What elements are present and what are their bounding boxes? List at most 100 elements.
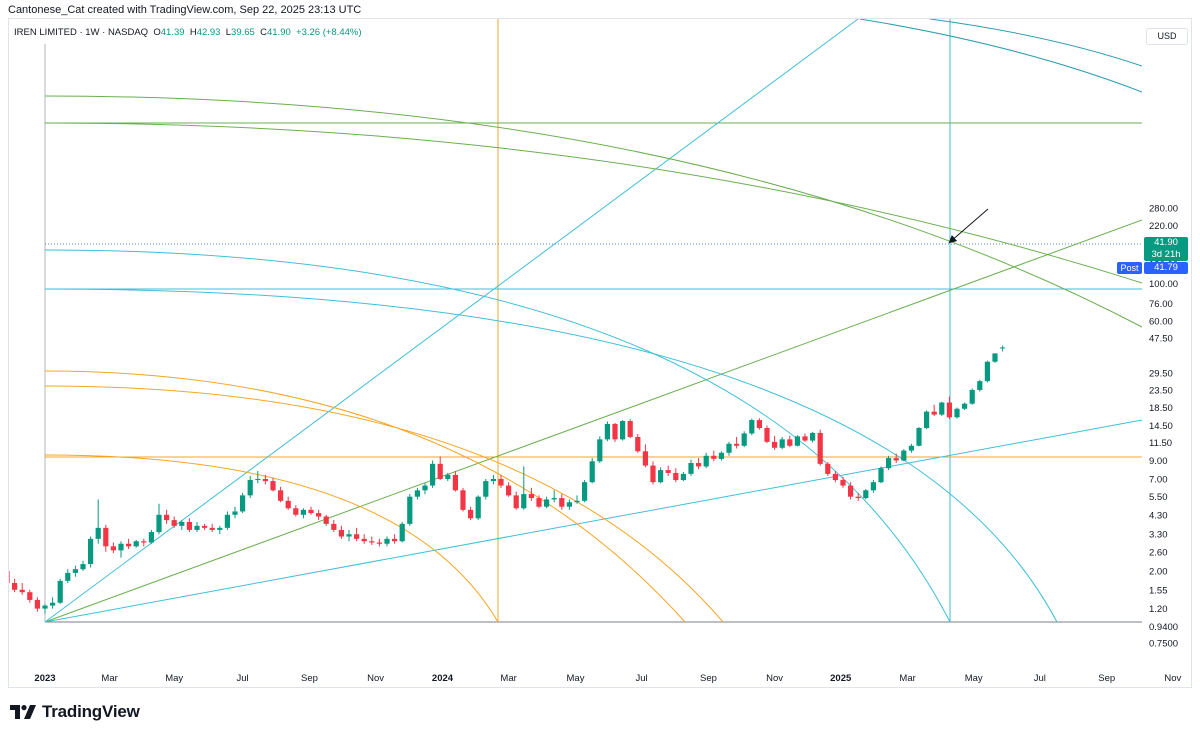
candle-body — [156, 514, 162, 533]
candle-body — [764, 428, 770, 442]
price-tick-label: 23.50 — [1149, 385, 1173, 396]
fan-line-mid — [44, 219, 1142, 623]
candle-body — [544, 499, 550, 507]
price-tick-label: 14.50 — [1149, 421, 1173, 432]
candle-body — [224, 514, 230, 528]
candle-body — [734, 443, 740, 446]
legend-close-label: C — [260, 27, 267, 38]
time-tick-label: Jul — [1034, 673, 1046, 684]
candle-body — [179, 521, 185, 526]
candle-body — [232, 511, 238, 515]
candle-body — [9, 571, 10, 583]
time-tick-label: Mar — [899, 673, 915, 684]
candle-body — [802, 436, 808, 441]
candle-body — [962, 403, 968, 409]
candle-body — [468, 509, 474, 519]
legend-close: 41.90 — [266, 27, 291, 38]
candle-body — [34, 599, 40, 609]
price-tick-label: 2.00 — [1149, 567, 1168, 578]
time-tick-label: Nov — [1164, 673, 1181, 684]
candle-body — [80, 564, 86, 570]
price-tick-label: 220.00 — [1149, 221, 1178, 232]
time-tick-label: May — [165, 673, 183, 684]
footer-brand[interactable]: TradingView — [10, 702, 140, 722]
candle-body — [407, 496, 413, 524]
fan-line-steep — [44, 19, 859, 623]
candle-body — [323, 516, 329, 524]
bar-countdown: 3d 21h — [1151, 249, 1181, 260]
candle-body — [392, 538, 398, 542]
candle-body — [886, 458, 892, 469]
candle-body — [1000, 347, 1006, 349]
candle-body — [817, 432, 823, 464]
brand-name: TradingView — [42, 702, 140, 721]
candle-body — [240, 495, 246, 512]
candle-body — [627, 421, 633, 437]
time-tick-label: 2023 — [34, 673, 55, 684]
annotation-arrow[interactable] — [948, 208, 989, 244]
candle-body — [665, 470, 671, 473]
time-tick-label: Sep — [700, 673, 717, 684]
time-tick-label: Jul — [237, 673, 249, 684]
candle-body — [498, 478, 504, 486]
chart-frame — [8, 18, 1192, 688]
fan-line-low — [44, 419, 1142, 623]
time-tick-label: Nov — [367, 673, 384, 684]
price-tick-label: 1.55 — [1149, 585, 1168, 596]
legend-symbol: IREN LIMITED · 1W · NASDAQ — [14, 27, 149, 38]
candle-body — [430, 463, 436, 486]
candle-body — [331, 523, 337, 530]
candle-body — [445, 474, 451, 479]
price-tick-label: 100.00 — [1149, 279, 1178, 290]
candle-body — [870, 482, 876, 491]
candle-body — [566, 502, 572, 507]
post-market-label: Post — [1117, 262, 1142, 274]
price-tick-label: 18.50 — [1149, 403, 1173, 414]
candle-body — [278, 490, 284, 501]
candle-body — [893, 458, 899, 461]
candle-body — [574, 500, 580, 503]
candle-body — [711, 455, 717, 459]
candle-body — [19, 589, 25, 593]
candle-body — [338, 529, 344, 537]
legend-low: 39.65 — [231, 27, 255, 38]
time-tick-label: 2024 — [432, 673, 454, 684]
candle-body — [597, 439, 603, 462]
currency-selector[interactable]: USD — [1146, 28, 1188, 45]
price-tick-label: 2.60 — [1149, 547, 1168, 558]
candle-body — [582, 482, 588, 501]
candle-body — [262, 478, 268, 482]
candle-body — [460, 490, 466, 510]
price-tick-label: 47.50 — [1149, 334, 1173, 345]
candle-body — [194, 525, 200, 530]
candle-body — [931, 411, 937, 415]
time-tick-label: Mar — [101, 673, 117, 684]
candle-body — [703, 455, 709, 467]
candle-body — [369, 541, 375, 543]
candle-body — [840, 480, 846, 486]
candle-body — [422, 485, 428, 491]
candle-body — [749, 420, 755, 434]
candle-body — [217, 527, 223, 530]
candle-body — [141, 541, 147, 543]
legend-high: 42.93 — [196, 27, 221, 38]
price-tick-label: 4.30 — [1149, 510, 1168, 521]
price-tick-label: 9.00 — [1149, 456, 1168, 467]
candle-body — [247, 480, 253, 496]
candle-body — [186, 521, 192, 530]
candle-body — [384, 538, 390, 544]
candle-body — [50, 602, 56, 606]
candle-body — [103, 527, 109, 547]
candle-body — [300, 509, 306, 515]
cyan-arc-1 — [44, 249, 951, 623]
candle-body — [148, 532, 154, 543]
candle-body — [506, 485, 512, 496]
post-market-price: 41.79 — [1144, 262, 1188, 274]
candle-body — [984, 361, 990, 382]
candle-body — [164, 514, 170, 521]
candle-body — [133, 541, 139, 547]
candle-body — [12, 582, 18, 590]
price-tick-label: 3.30 — [1149, 530, 1168, 541]
orange-arc-3 — [44, 454, 499, 623]
